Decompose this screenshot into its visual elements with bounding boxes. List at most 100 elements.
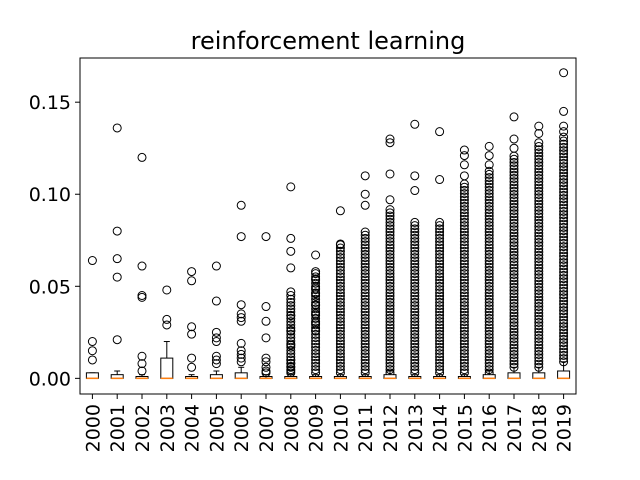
outlier-point <box>559 318 569 328</box>
outlier-point <box>484 349 494 359</box>
outlier-point <box>360 281 370 291</box>
outlier-point <box>559 299 569 309</box>
outlier-point <box>484 249 494 259</box>
x-tick-label: 2007 <box>256 404 278 452</box>
outlier-point <box>410 269 420 279</box>
outlier-point <box>311 304 321 314</box>
outlier-point <box>385 249 395 259</box>
outlier-point <box>559 254 569 264</box>
outlier-point <box>360 262 370 272</box>
outlier-point <box>286 301 296 311</box>
outlier-point <box>112 226 122 236</box>
outlier-point <box>534 170 544 180</box>
outlier-point <box>509 324 519 334</box>
outlier-point <box>335 278 345 288</box>
outlier-point <box>311 294 321 304</box>
outlier-point <box>484 227 494 237</box>
outlier-point <box>360 329 370 339</box>
outlier-point <box>335 294 345 304</box>
outlier-point <box>559 296 569 306</box>
outlier-point <box>435 333 445 343</box>
outlier-point <box>509 158 519 168</box>
outlier-point <box>559 184 569 194</box>
outlier-point <box>484 297 494 307</box>
outlier-point <box>534 266 544 276</box>
outlier-point <box>385 336 395 346</box>
outlier-point <box>435 339 445 349</box>
outlier-point <box>187 276 197 286</box>
outlier-point <box>360 345 370 355</box>
outlier-point <box>385 195 395 205</box>
outlier-point <box>435 246 445 256</box>
outlier-point <box>211 355 221 365</box>
outlier-point <box>509 263 519 273</box>
outlier-point <box>187 267 197 277</box>
outlier-point <box>534 128 544 138</box>
outlier-point <box>335 342 345 352</box>
box-2005 <box>209 261 223 380</box>
outlier-point <box>534 145 544 155</box>
outlier-point <box>484 329 494 339</box>
outlier-point <box>236 357 246 367</box>
outlier-point <box>410 329 420 339</box>
outlier-point <box>385 345 395 355</box>
outlier-point <box>509 286 519 296</box>
outlier-point <box>410 355 420 365</box>
outlier-point <box>385 339 395 349</box>
outlier-point <box>311 345 321 355</box>
outlier-point <box>484 205 494 215</box>
plot-frame <box>79 57 577 395</box>
outlier-point <box>484 275 494 285</box>
outlier-point <box>509 330 519 340</box>
outlier-point <box>559 293 569 303</box>
outlier-point <box>211 327 221 337</box>
x-axis: 2000 2001 2002 2003 2004 2005 2006 2007 2008 2009… <box>82 394 576 452</box>
outlier-point <box>484 166 494 176</box>
outlier-point <box>435 358 445 368</box>
outlier-point <box>534 186 544 196</box>
outlier-point <box>484 320 494 330</box>
outlier-point <box>509 305 519 315</box>
outlier-point <box>509 193 519 203</box>
outlier-point <box>410 313 420 323</box>
outlier-point <box>534 263 544 273</box>
outlier-point <box>534 154 544 164</box>
outlier-point <box>559 146 569 156</box>
outlier-point <box>509 154 519 164</box>
outlier-point <box>385 288 395 298</box>
outlier-point <box>335 313 345 323</box>
outlier-point <box>459 317 469 327</box>
outlier-point <box>559 235 569 245</box>
outlier-point <box>435 269 445 279</box>
outlier-point <box>509 334 519 344</box>
outlier-point <box>410 217 420 227</box>
outlier-point <box>311 323 321 333</box>
outlier-point <box>385 310 395 320</box>
outlier-point <box>534 346 544 356</box>
outlier-point <box>484 253 494 263</box>
outlier-point <box>385 224 395 234</box>
outlier-point <box>385 237 395 247</box>
outlier-point <box>335 336 345 346</box>
outlier-point <box>385 262 395 272</box>
outlier-point <box>435 355 445 365</box>
outlier-point <box>335 265 345 275</box>
outlier-point <box>360 171 370 181</box>
outlier-point <box>435 227 445 237</box>
outlier-point <box>534 330 544 340</box>
outlier-point <box>559 178 569 188</box>
outlier-point <box>559 245 569 255</box>
outlier-cluster <box>360 227 370 378</box>
box-2011 <box>358 171 372 380</box>
outlier-point <box>484 208 494 218</box>
outlier-point <box>311 267 321 277</box>
outlier-point <box>236 338 246 348</box>
outlier-point <box>484 352 494 362</box>
outlier-point <box>559 341 569 351</box>
outlier-point <box>360 269 370 279</box>
outlier-point <box>360 240 370 250</box>
outlier-point <box>559 267 569 277</box>
outlier-point <box>484 326 494 336</box>
outlier-point <box>534 308 544 318</box>
outlier-point <box>360 307 370 317</box>
